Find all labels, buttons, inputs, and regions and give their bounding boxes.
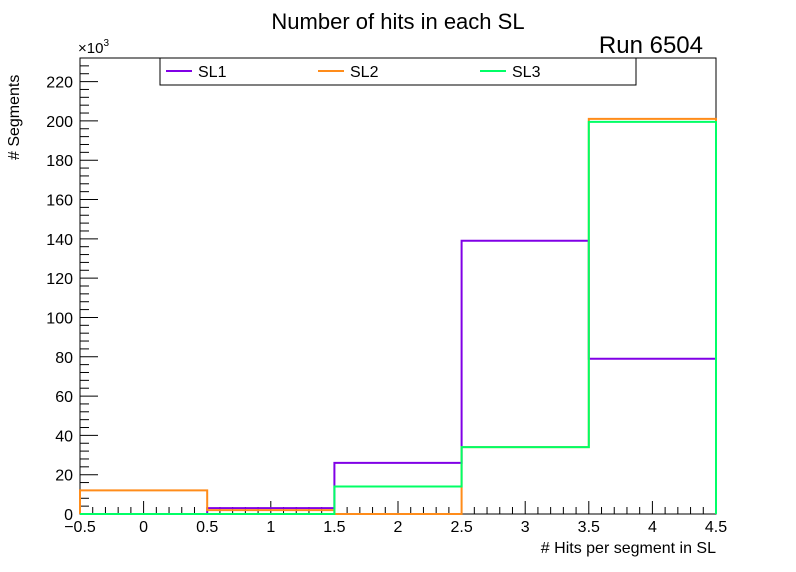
- y-axis-ticks: [80, 57, 98, 515]
- run-label: Run 6504: [599, 32, 703, 59]
- y-tick-label: 160: [46, 193, 73, 210]
- series-sl1-line: [80, 239, 717, 515]
- x-tick-label: 2.5: [450, 519, 472, 536]
- x-tick-label: 1.5: [323, 519, 345, 536]
- y-tick-label: 0: [64, 507, 73, 524]
- series-sl3-line: [80, 120, 717, 515]
- x-tick-label: 4.5: [705, 519, 727, 536]
- x-axis-ticks: [79, 501, 717, 514]
- legend-entry-sl1: SL1: [166, 64, 227, 81]
- x-tick-label: 3: [521, 519, 530, 536]
- chart-title: Number of hits in each SL: [271, 9, 524, 34]
- x-tick-label: 4: [648, 519, 657, 536]
- x-tick-label: 0.5: [196, 519, 218, 536]
- y-tick-label: 120: [46, 271, 73, 288]
- y-tick-label: 140: [46, 232, 73, 249]
- y-tick-label: 80: [55, 350, 73, 367]
- legend-label: SL1: [198, 64, 227, 81]
- y-tick-label: 100: [46, 310, 73, 327]
- x-tick-label: 0: [139, 519, 148, 536]
- x-axis-label: # Hits per segment in SL: [541, 540, 716, 557]
- y-axis-label: # Segments: [6, 75, 23, 160]
- y-tick-label: 220: [46, 75, 73, 92]
- legend-entry-sl3: SL3: [480, 64, 541, 81]
- x-tick-label: 1: [266, 519, 275, 536]
- y-axis-multiplier: ×103: [78, 38, 109, 57]
- y-tick-label: 180: [46, 153, 73, 170]
- x-tick-label: 2: [394, 519, 403, 536]
- series-lines: [79, 117, 717, 515]
- legend-label: SL3: [512, 64, 541, 81]
- legend-label: SL2: [350, 64, 379, 81]
- legend: SL1 SL2 SL3: [159, 57, 637, 86]
- y-tick-label: 40: [55, 428, 73, 445]
- series-sl2-line: [79, 117, 717, 515]
- x-axis-tick-labels: −0.5 0 0.5 1 1.5 2 2.5 3 3.5 4 4.5: [64, 519, 727, 536]
- plot-frame: [79, 57, 717, 515]
- y-tick-label: 200: [46, 114, 73, 131]
- x-tick-label: 3.5: [578, 519, 600, 536]
- y-tick-label: 20: [55, 468, 73, 485]
- legend-box: [159, 57, 637, 86]
- y-tick-label: 60: [55, 389, 73, 406]
- y-axis-tick-labels: 0 20 40 60 80 100 120 140 160 180 200 220: [46, 75, 73, 524]
- x-tick-label: −0.5: [64, 519, 96, 536]
- legend-entry-sl2: SL2: [318, 64, 379, 81]
